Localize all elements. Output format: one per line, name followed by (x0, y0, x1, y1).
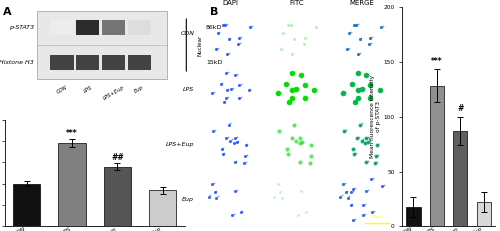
Text: LPS: LPS (183, 87, 194, 91)
Bar (102, 55, 125, 70)
Text: Histone H3: Histone H3 (0, 60, 34, 65)
Bar (406, 207, 420, 226)
Bar (50, 55, 74, 70)
Text: LPS: LPS (82, 85, 93, 94)
Text: #: # (457, 104, 464, 113)
Text: ***: *** (431, 57, 442, 66)
Bar (430, 86, 444, 226)
Bar (13, 184, 40, 226)
Bar (58, 143, 86, 226)
Text: Nuclear: Nuclear (197, 34, 202, 56)
Text: ##: ## (111, 153, 124, 162)
Text: LPS+Eup: LPS+Eup (166, 142, 194, 147)
Bar (104, 167, 131, 226)
Text: 50μm: 50μm (370, 215, 382, 219)
Bar (76, 20, 100, 35)
Bar (476, 202, 491, 226)
Text: LPS+Eup: LPS+Eup (102, 85, 125, 101)
Y-axis label: Mean fluorescence intensity
of p-STAT3: Mean fluorescence intensity of p-STAT3 (370, 75, 382, 158)
Text: CON: CON (180, 31, 194, 36)
Title: MERGE: MERGE (350, 0, 374, 6)
Text: 86kD: 86kD (206, 25, 222, 30)
Bar (102, 20, 125, 35)
Bar (128, 55, 151, 70)
Bar (149, 190, 176, 226)
Bar (128, 20, 151, 35)
Text: Eup: Eup (134, 85, 145, 94)
Title: DAPI: DAPI (222, 0, 238, 6)
Text: A: A (2, 7, 11, 17)
Text: B: B (210, 7, 218, 17)
Bar (50, 20, 74, 35)
Title: FITC: FITC (289, 0, 304, 6)
Text: p-STAT3: p-STAT3 (8, 25, 34, 30)
Text: CON: CON (56, 85, 68, 95)
Text: 15kD: 15kD (206, 60, 222, 65)
Text: Eup: Eup (182, 197, 194, 202)
Bar (76, 55, 100, 70)
Text: ***: *** (66, 130, 78, 138)
Bar (454, 131, 468, 226)
Bar (38, 11, 166, 79)
